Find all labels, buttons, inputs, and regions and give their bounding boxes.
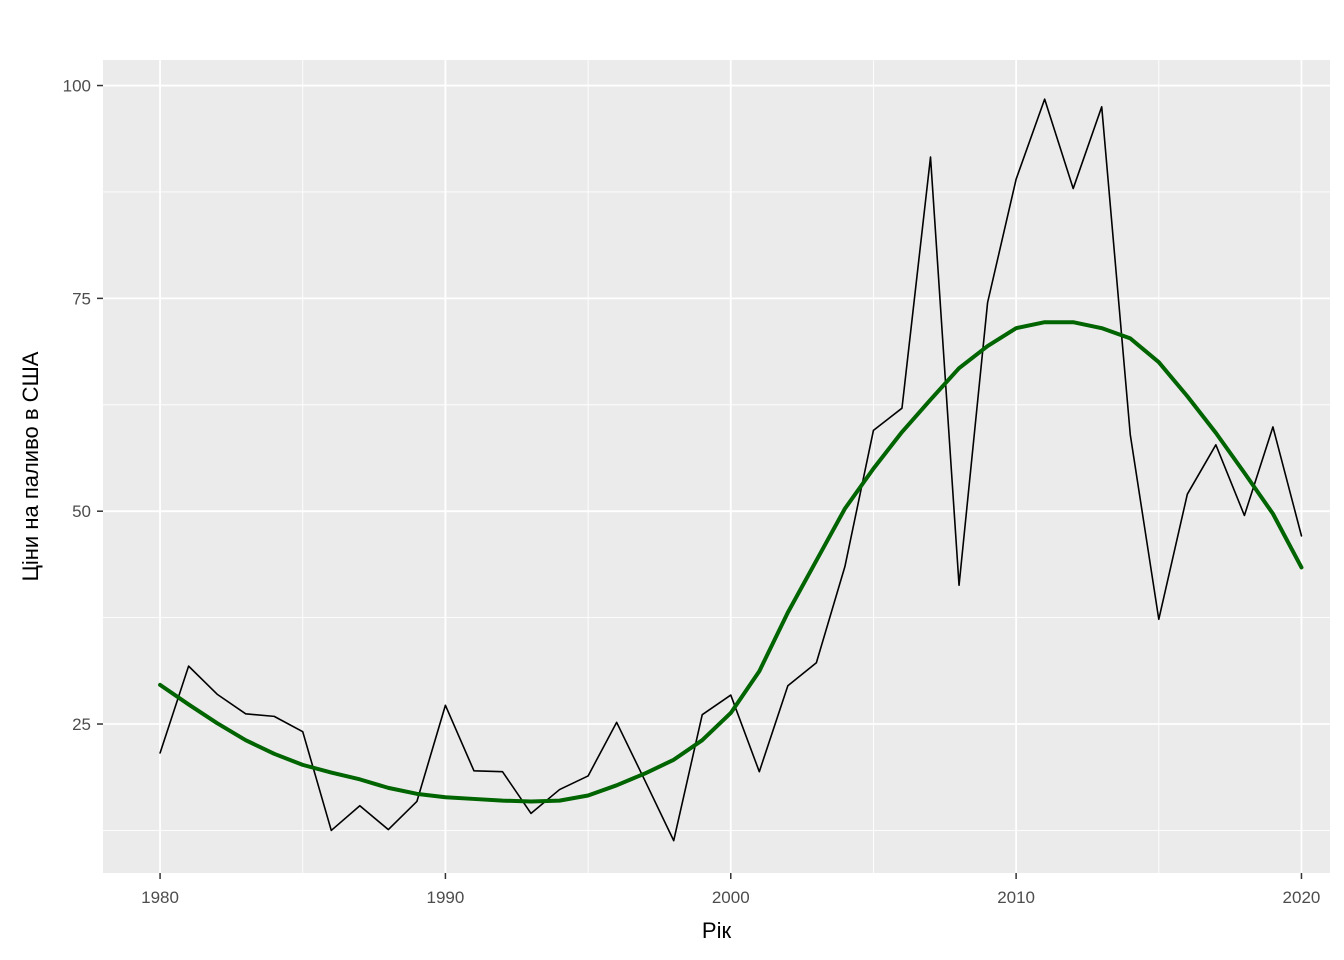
y-tick-label: 50 xyxy=(72,502,91,521)
y-tick-label: 25 xyxy=(72,715,91,734)
x-tick-label: 1990 xyxy=(427,888,465,907)
x-tick-label: 1980 xyxy=(141,888,179,907)
series-layer xyxy=(158,98,1304,842)
y-tick-label: 100 xyxy=(63,77,91,96)
y-tick-label: 75 xyxy=(72,289,91,308)
x-tick-label: 2000 xyxy=(712,888,750,907)
smooth-trend-line xyxy=(158,320,1304,804)
axis-tick-labels: 1980 1990 2000 2010 2020 25 50 75 100 xyxy=(63,77,1321,907)
grid-minor xyxy=(103,60,1330,873)
plot-panel xyxy=(103,60,1330,873)
x-tick-label: 2010 xyxy=(997,888,1035,907)
x-axis-title: Рік xyxy=(702,918,732,943)
y-axis-title: Ціни на паливо в США xyxy=(18,351,43,581)
axis-ticks xyxy=(97,84,1303,879)
x-tick-label: 2020 xyxy=(1283,888,1321,907)
observed-price-line xyxy=(159,98,1303,842)
